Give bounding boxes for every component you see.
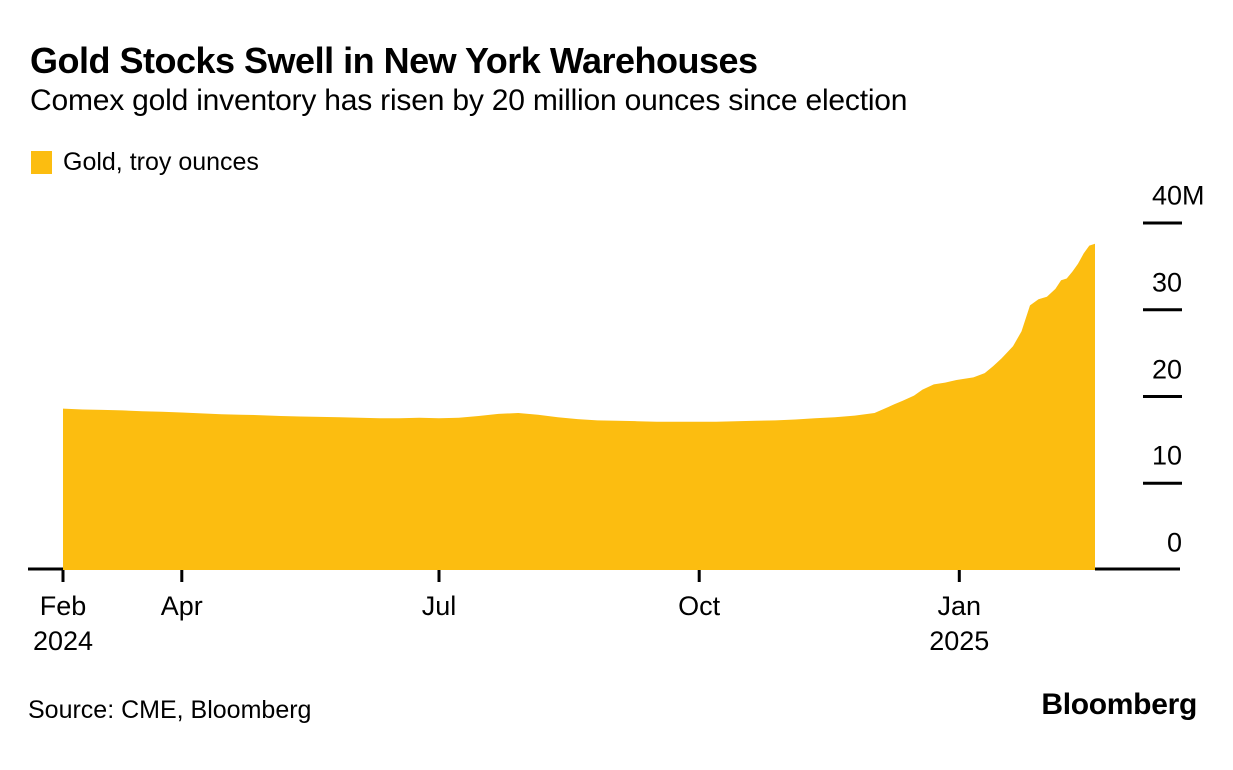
bloomberg-logo: Bloomberg xyxy=(1041,688,1197,721)
area-series-gold xyxy=(63,243,1095,571)
x-axis-label: Jan xyxy=(937,591,982,621)
source-note: Source: CME, Bloomberg xyxy=(28,696,312,724)
y-axis-label-value: 0 xyxy=(1166,527,1182,558)
y-axis-unit-suffix: M xyxy=(1182,180,1205,211)
y-axis-label-value: 20 xyxy=(1151,354,1182,384)
x-axis-label: Jul xyxy=(421,591,457,621)
x-axis-label: Oct xyxy=(678,591,721,621)
y-axis-label: 30 xyxy=(1152,269,1182,296)
legend-swatch-icon xyxy=(31,151,52,174)
x-axis-year-label: 2024 xyxy=(32,626,94,656)
y-axis-label: 0 xyxy=(1166,527,1182,558)
y-axis-label: 10 xyxy=(1151,440,1182,471)
legend: Gold, troy ounces xyxy=(31,148,259,177)
x-axis-label: Feb xyxy=(39,591,87,621)
y-axis-label: 40 M xyxy=(1151,180,1205,211)
chart-subtitle: Comex gold inventory has risen by 20 mil… xyxy=(30,84,908,117)
legend-label: Gold, troy ounces xyxy=(63,148,259,176)
y-axis-label-value: 40 xyxy=(1151,180,1182,211)
chart-title: Gold Stocks Swell in New York Warehouses xyxy=(30,40,758,81)
y-axis-label: 20 xyxy=(1152,356,1182,383)
y-axis-label-value: 10 xyxy=(1151,440,1182,471)
x-axis-label: Apr xyxy=(160,591,203,621)
x-axis-year-label: 2025 xyxy=(929,626,990,656)
y-axis-label-value: 30 xyxy=(1151,267,1182,298)
